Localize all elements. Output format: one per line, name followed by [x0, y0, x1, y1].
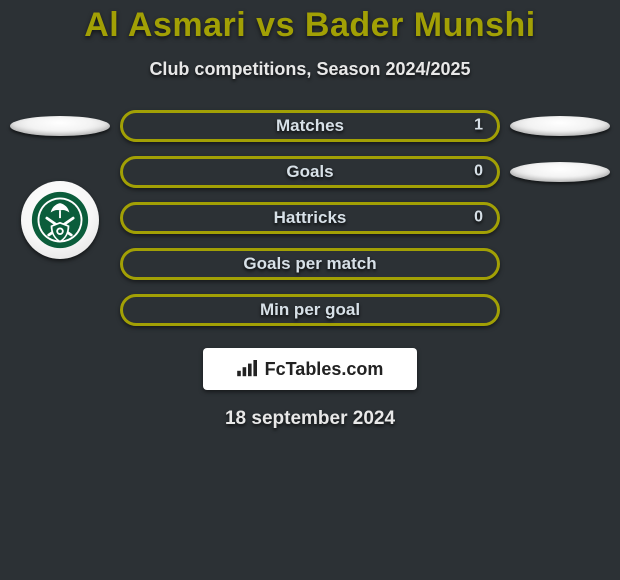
stat-pill: Min per goal [120, 294, 500, 326]
attribution-badge: FcTables.com [203, 348, 417, 390]
comparison-card: Al Asmari vs Bader Munshi Club competiti… [0, 0, 620, 580]
stat-row: Goals 0 [0, 156, 620, 188]
stat-value: 1 [474, 117, 483, 135]
player-ellipse-left [10, 116, 110, 136]
stat-label: Matches [276, 116, 344, 136]
stat-row: Goals per match [0, 248, 620, 280]
crest-icon [30, 190, 90, 250]
stat-label: Min per goal [260, 300, 360, 320]
player-ellipse-right [510, 162, 610, 182]
stat-pill: Hattricks 0 [120, 202, 500, 234]
right-side [500, 116, 620, 136]
right-side [500, 162, 620, 182]
page-subtitle: Club competitions, Season 2024/2025 [0, 59, 620, 80]
stat-label: Hattricks [274, 208, 347, 228]
stat-row: Matches 1 [0, 110, 620, 142]
date-text: 18 september 2024 [0, 408, 620, 430]
left-side [0, 116, 120, 136]
stat-value: 0 [474, 163, 483, 181]
stat-label: Goals per match [243, 254, 376, 274]
attribution-text: FcTables.com [265, 359, 384, 380]
page-title: Al Asmari vs Bader Munshi [0, 6, 620, 45]
stat-row: Min per goal [0, 294, 620, 326]
stat-pill: Goals 0 [120, 156, 500, 188]
barchart-icon [237, 360, 259, 378]
club-crest [21, 181, 99, 259]
stat-label: Goals [286, 162, 333, 182]
stat-value: 0 [474, 209, 483, 227]
stat-pill: Matches 1 [120, 110, 500, 142]
player-ellipse-right [510, 116, 610, 136]
stat-pill: Goals per match [120, 248, 500, 280]
